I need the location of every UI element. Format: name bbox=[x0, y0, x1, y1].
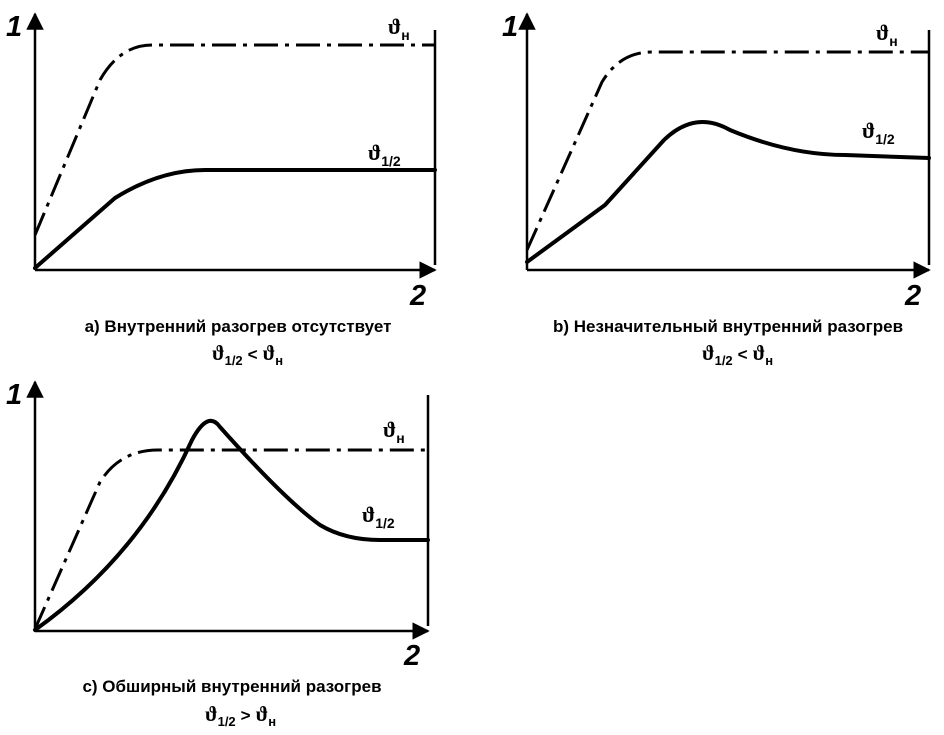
panel-a-half-label: ϑ1/2 bbox=[368, 140, 401, 169]
panel-c-y-axis-label: 1 bbox=[6, 379, 22, 411]
panel-a-y-axis-label: 1 bbox=[6, 11, 22, 43]
panel-a-axes bbox=[26, 12, 437, 279]
panel-a-caption: a) Внутренний разогрев отсутствует bbox=[85, 317, 392, 336]
panel-c-half-curve bbox=[33, 418, 430, 632]
panel-a: 1 2 ϑн ϑ1/2 a) Внутренний разогрев отсут… bbox=[6, 11, 437, 368]
panel-a-nominal-curve bbox=[33, 43, 435, 236]
panel-b-nominal-label: ϑн bbox=[876, 20, 898, 49]
panel-c-axes bbox=[26, 380, 430, 640]
panel-c-nominal-label: ϑн bbox=[383, 417, 405, 446]
panel-c-caption: c) Обширный внутренний разогрев bbox=[82, 677, 381, 696]
panel-c: 1 2 ϑн ϑ1/2 c) Обширный внутренний разог… bbox=[6, 379, 430, 729]
panel-a-nominal-label: ϑн bbox=[388, 14, 410, 43]
panel-b-relation: ϑ1/2 < ϑн bbox=[702, 341, 773, 368]
panel-c-half-label: ϑ1/2 bbox=[362, 502, 395, 531]
panel-a-half-curve bbox=[33, 168, 437, 270]
panel-a-relation: ϑ1/2 < ϑн bbox=[212, 341, 283, 368]
panel-b: 1 2 ϑн ϑ1/2 b) Незначительный внутренний… bbox=[502, 11, 931, 368]
panel-c-x-axis-label: 2 bbox=[403, 640, 420, 672]
panel-b-caption: b) Незначительный внутренний разогрев bbox=[553, 317, 903, 336]
panel-a-x-axis-label: 2 bbox=[409, 280, 426, 312]
panel-b-half-label: ϑ1/2 bbox=[862, 118, 895, 147]
panel-b-x-axis-label: 2 bbox=[904, 280, 921, 312]
panel-c-nominal-curve bbox=[33, 448, 428, 630]
panel-b-half-curve bbox=[525, 120, 931, 264]
panel-b-axes bbox=[518, 12, 931, 279]
panel-c-relation: ϑ1/2 > ϑн bbox=[205, 702, 276, 729]
panel-b-y-axis-label: 1 bbox=[502, 11, 518, 43]
panel-b-nominal-curve bbox=[525, 50, 929, 251]
